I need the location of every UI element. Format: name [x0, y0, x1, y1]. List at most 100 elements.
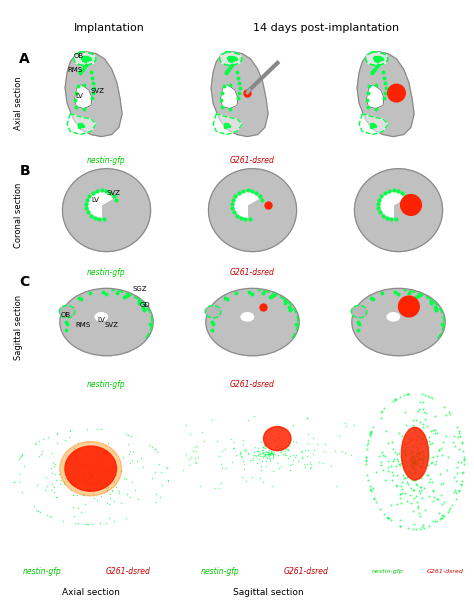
Point: [279, 426, 286, 435]
Point: [263, 446, 270, 456]
Point: [303, 413, 311, 423]
Point: [304, 429, 312, 439]
Point: [429, 486, 437, 496]
Point: [264, 447, 272, 456]
Point: [437, 490, 444, 500]
Text: C: C: [20, 276, 30, 289]
Point: [270, 447, 277, 456]
Point: [100, 469, 108, 479]
Point: [187, 429, 194, 438]
Point: [266, 449, 274, 458]
Text: Coronal section: Coronal section: [13, 183, 22, 248]
Point: [416, 448, 423, 458]
Point: [47, 485, 55, 495]
Point: [254, 450, 262, 459]
Point: [417, 450, 424, 460]
Point: [416, 438, 424, 447]
Point: [403, 390, 411, 399]
Point: [459, 446, 467, 455]
Point: [266, 449, 273, 458]
Point: [420, 523, 428, 532]
Point: [88, 470, 96, 480]
Point: [367, 484, 374, 494]
Point: [278, 444, 286, 454]
Point: [401, 473, 408, 483]
Point: [363, 444, 371, 453]
Point: [407, 461, 415, 471]
Point: [221, 444, 229, 453]
Point: [107, 468, 114, 478]
Text: RMS: RMS: [75, 322, 91, 328]
Point: [76, 464, 84, 473]
Point: [35, 507, 42, 516]
Point: [273, 443, 280, 452]
Point: [124, 439, 132, 449]
Point: [412, 524, 420, 534]
Point: [399, 456, 407, 466]
Point: [262, 449, 269, 458]
Point: [126, 492, 134, 502]
Point: [439, 438, 447, 447]
Point: [87, 476, 94, 486]
Point: [407, 447, 415, 457]
Point: [412, 473, 419, 482]
Point: [367, 428, 374, 437]
Text: G261-dsred: G261-dsred: [230, 156, 275, 165]
Point: [185, 454, 193, 464]
Point: [336, 431, 343, 440]
Point: [51, 459, 59, 469]
Point: [105, 472, 113, 481]
Point: [267, 448, 275, 458]
Point: [294, 456, 302, 466]
Circle shape: [401, 195, 421, 215]
Point: [63, 464, 70, 474]
Point: [83, 519, 91, 528]
Point: [124, 489, 131, 499]
Point: [151, 444, 158, 454]
Point: [261, 449, 268, 459]
Text: SVZ: SVZ: [91, 88, 105, 94]
Point: [396, 493, 403, 503]
Point: [391, 447, 399, 456]
Point: [390, 455, 398, 464]
Text: B: B: [19, 163, 30, 177]
Point: [82, 481, 90, 490]
Point: [262, 437, 269, 446]
Point: [431, 459, 438, 469]
Point: [79, 475, 87, 484]
Point: [415, 444, 422, 454]
Point: [370, 483, 377, 493]
Point: [79, 490, 86, 500]
Point: [411, 469, 419, 478]
Point: [282, 442, 290, 452]
Text: OB: OB: [73, 53, 83, 59]
Point: [379, 465, 387, 475]
Point: [126, 449, 133, 459]
Point: [38, 446, 46, 456]
Point: [88, 461, 95, 470]
Point: [261, 449, 268, 459]
Point: [412, 457, 419, 467]
Point: [244, 448, 251, 458]
Point: [200, 437, 208, 446]
Point: [276, 447, 283, 456]
Point: [437, 443, 445, 453]
Point: [282, 444, 290, 453]
Point: [410, 456, 418, 466]
Point: [406, 465, 413, 475]
Point: [453, 462, 461, 472]
Point: [403, 432, 410, 441]
Point: [438, 450, 446, 459]
Point: [75, 472, 82, 481]
Point: [48, 513, 55, 522]
Point: [273, 441, 281, 450]
Point: [412, 459, 419, 469]
Point: [393, 481, 401, 491]
Point: [396, 521, 404, 531]
Point: [267, 447, 275, 456]
Ellipse shape: [63, 169, 151, 251]
Point: [401, 440, 409, 449]
Point: [106, 471, 114, 481]
Point: [408, 470, 415, 480]
Point: [416, 488, 424, 498]
